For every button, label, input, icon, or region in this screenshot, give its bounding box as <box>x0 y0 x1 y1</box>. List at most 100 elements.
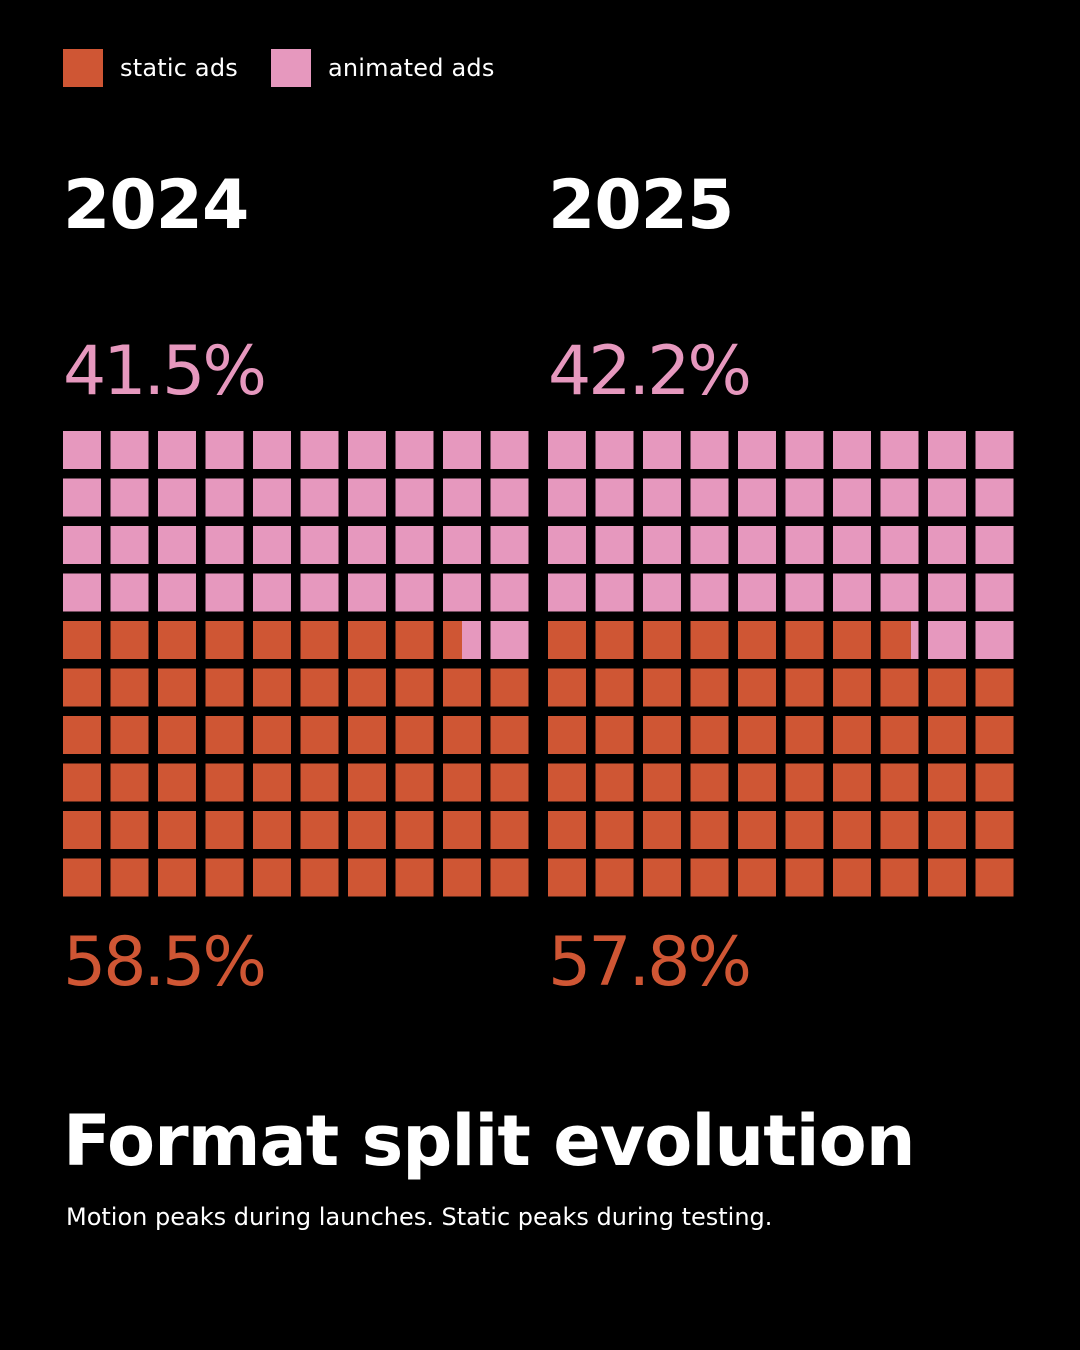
waffle-cell-static <box>690 811 729 849</box>
legend-label-animated: animated ads <box>327 54 495 82</box>
waffle-cell-static-partial <box>880 621 911 659</box>
waffle-cell-animated <box>928 526 966 564</box>
waffle-cell-static <box>785 763 824 802</box>
waffle-cell-static <box>595 716 634 754</box>
waffle-cell-animated-partial <box>910 621 919 659</box>
waffle-cell-static <box>443 668 481 707</box>
waffle-cell-static <box>395 811 434 849</box>
waffle-cell-static <box>110 763 149 802</box>
waffle-cell-static <box>63 668 101 707</box>
waffle-cell-static <box>975 716 1014 754</box>
waffle-cell-animated <box>928 573 966 612</box>
waffle-cell-animated <box>690 478 729 517</box>
waffle-cell-static <box>395 668 434 707</box>
waffle-cell-static <box>63 811 101 849</box>
waffle-cell-animated <box>205 478 244 517</box>
waffle-cell-animated <box>785 573 824 612</box>
waffle-2025 <box>548 431 1014 897</box>
waffle-cell-static <box>300 858 339 897</box>
waffle-cell-static <box>833 858 871 897</box>
waffle-cell-static <box>785 811 824 849</box>
waffle-cell-static <box>928 763 966 802</box>
waffle-cell-animated <box>738 431 776 469</box>
waffle-cell-static <box>395 858 434 897</box>
waffle-cell-static <box>975 668 1014 707</box>
waffle-cell-static <box>300 621 339 659</box>
waffle-cell-animated <box>690 573 729 612</box>
waffle-cell-static <box>643 763 681 802</box>
waffle-cell-static <box>690 621 729 659</box>
waffle-cell-static-partial <box>443 621 462 659</box>
waffle-cell-animated <box>880 573 919 612</box>
waffle-cell-animated <box>395 526 434 564</box>
waffle-cell-static <box>548 763 586 802</box>
waffle-cell-static <box>348 668 386 707</box>
waffle-cell-static <box>205 763 244 802</box>
waffle-cell-animated <box>300 431 339 469</box>
waffle-cell-static <box>880 858 919 897</box>
waffle-cell-static <box>158 763 196 802</box>
animated-pct-2024: 41.5% <box>63 332 267 411</box>
waffle-cell-static <box>253 858 291 897</box>
waffle-cell-static <box>690 858 729 897</box>
waffle-cell-static <box>253 716 291 754</box>
waffle-cell-animated <box>880 478 919 517</box>
waffle-cell-static <box>490 716 529 754</box>
waffle-cell-animated <box>738 526 776 564</box>
waffle-cell-static <box>833 716 871 754</box>
waffle-cell-static <box>785 716 824 754</box>
waffle-cell-static <box>643 858 681 897</box>
waffle-cell-static <box>738 858 776 897</box>
waffle-cell-animated <box>300 478 339 517</box>
waffle-cell-static <box>158 811 196 849</box>
waffle-cell-animated <box>490 526 529 564</box>
waffle-cell-animated <box>158 431 196 469</box>
waffle-cell-static <box>300 811 339 849</box>
waffle-cell-animated <box>785 526 824 564</box>
waffle-cell-animated <box>253 526 291 564</box>
waffle-cell-animated <box>785 478 824 517</box>
waffle-cell-static <box>490 763 529 802</box>
waffle-cell-animated <box>928 431 966 469</box>
animated-pct-2025: 42.2% <box>548 332 752 411</box>
waffle-cell-static <box>110 811 149 849</box>
waffle-cell-animated <box>443 431 481 469</box>
waffle-cell-static <box>833 621 871 659</box>
waffle-cell-animated <box>928 621 966 659</box>
waffle-cell-static <box>975 858 1014 897</box>
waffle-cell-static <box>300 668 339 707</box>
waffle-cell-static <box>880 668 919 707</box>
waffle-cell-animated <box>595 526 634 564</box>
waffle-cell-animated <box>548 478 586 517</box>
waffle-cell-static <box>548 621 586 659</box>
waffle-cell-static <box>253 811 291 849</box>
waffle-cell-animated <box>300 526 339 564</box>
waffle-cell-animated <box>833 573 871 612</box>
waffle-cell-static <box>395 763 434 802</box>
waffle-cell-static <box>443 811 481 849</box>
waffle-cell-animated <box>443 573 481 612</box>
waffle-cell-static <box>395 716 434 754</box>
waffle-cell-static <box>928 668 966 707</box>
waffle-cell-animated <box>548 431 586 469</box>
waffle-cell-static <box>253 763 291 802</box>
waffle-cell-static <box>348 763 386 802</box>
waffle-cell-static <box>595 858 634 897</box>
legend-swatch-static <box>63 49 103 87</box>
waffle-cell-animated <box>158 526 196 564</box>
waffle-cell-static <box>880 763 919 802</box>
waffle-cell-animated <box>348 573 386 612</box>
waffle-cell-animated <box>63 431 101 469</box>
waffle-cell-static <box>348 811 386 849</box>
legend: static ads animated ads <box>63 49 528 87</box>
waffle-cell-animated <box>928 478 966 517</box>
static-pct-2025: 57.8% <box>548 923 752 1002</box>
waffle-cell-static <box>395 621 434 659</box>
waffle-cell-animated <box>833 431 871 469</box>
waffle-cell-static <box>63 621 101 659</box>
legend-label-static: static ads <box>120 54 238 82</box>
waffle-cell-animated <box>595 573 634 612</box>
waffle-cell-static <box>348 858 386 897</box>
waffle-cell-animated <box>548 573 586 612</box>
year-label-2025: 2025 <box>548 166 734 245</box>
